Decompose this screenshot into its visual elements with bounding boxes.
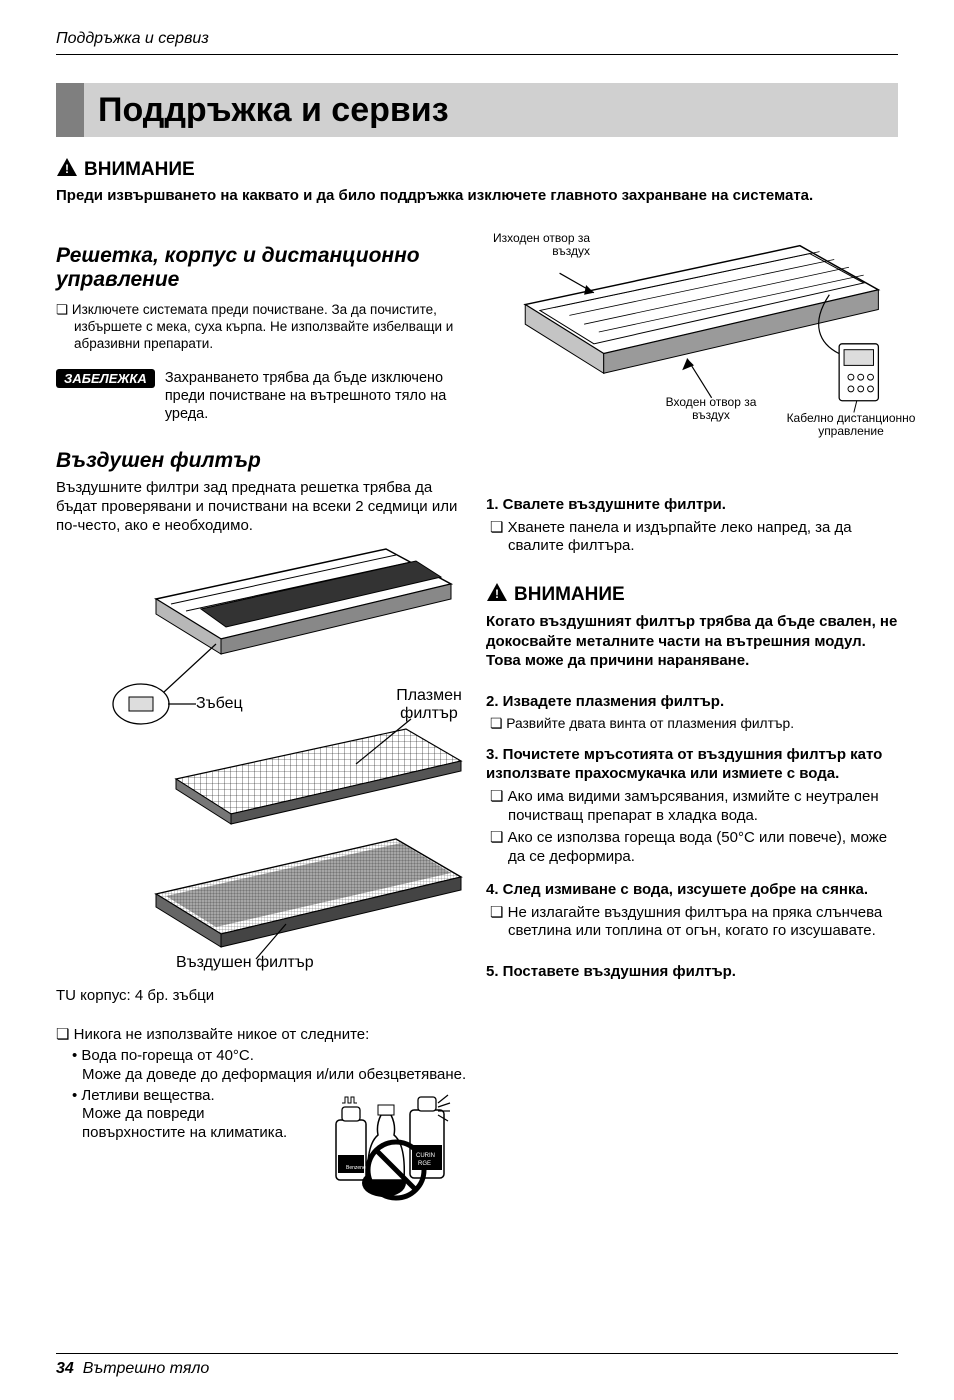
- filter-diagram: Зъбец Плазмен филтър Въздушен филтър: [96, 529, 476, 979]
- never-1b: Може да доведе до деформация и/или обезц…: [56, 1066, 468, 1085]
- svg-text:Benzene: Benzene: [346, 1165, 366, 1171]
- footer-text: Вътрешно тяло: [83, 1360, 210, 1377]
- warning-label-2: ВНИМАНИЕ: [514, 584, 625, 606]
- step-2-sub: Развийте двата винта от плазмения филтър…: [486, 715, 898, 732]
- warning-label: ВНИМАНИЕ: [84, 159, 195, 181]
- step-1-sub: Хванете панела и издърпайте леко напред,…: [486, 519, 898, 557]
- label-airfilter: Въздушен филтър: [176, 954, 314, 972]
- page-number: 34: [56, 1360, 74, 1377]
- step-4: 4. След измиване с вода, изсушете добре …: [486, 881, 898, 900]
- section-filter-title: Въздушен филтър: [56, 449, 468, 473]
- svg-text:RGE: RGE: [418, 1161, 431, 1167]
- page-footer: 34 Вътрешно тяло: [56, 1353, 898, 1378]
- chemicals-illustration: ER Benzene CURIN RGE: [318, 1085, 468, 1210]
- warning-body-2: Когато въздушният филтър трябва да бъде …: [486, 612, 898, 671]
- label-plasma: Плазмен филтър: [384, 687, 474, 722]
- section-title-bar: Поддръжка и сервиз: [56, 83, 898, 137]
- note-row: ЗАБЕЛЕЖКА Захранването трябва да бъде из…: [56, 369, 468, 423]
- filter-diagram-svg: [96, 529, 476, 979]
- step-1: 1. Свалете въздушните филтри.: [486, 496, 898, 515]
- never-2a: Летливи вещества.: [56, 1087, 308, 1106]
- right-warning: ! ВНИМАНИЕ Когато въздушният филтър тряб…: [486, 582, 898, 671]
- never-2b: Може да повреди повърхностите на климати…: [56, 1105, 308, 1143]
- step-3-sub1: Ако има видими замърсявания, измийте с н…: [486, 788, 898, 826]
- label-remote: Кабелно дистанционно управление: [786, 412, 916, 438]
- label-outlet: Изходен отвор за въздух: [480, 232, 590, 258]
- section-grille-title: Решетка, корпус и дистанционно управлени…: [56, 244, 468, 292]
- label-inlet: Входен отвор за въздух: [656, 396, 766, 422]
- note-text: Захранването трябва да бъде изключено пр…: [165, 369, 468, 423]
- note-badge: ЗАБЕЛЕЖКА: [56, 369, 155, 388]
- s2-intro: Въздушните филтри зад предната решетка т…: [56, 479, 468, 535]
- top-warning-header: ! ВНИМАНИЕ: [56, 157, 898, 183]
- warning-icon: !: [486, 582, 508, 608]
- unit-diagram: Изходен отвор за въздух Входен отвор за …: [486, 224, 898, 444]
- tu-caption: TU корпус: 4 бр. зъбци: [56, 987, 468, 1004]
- top-warning-text: Преди извършването на каквато и да било …: [56, 187, 898, 206]
- step-5: 5. Поставете въздушния филтър.: [486, 963, 898, 982]
- main-title: Поддръжка и сервиз: [98, 91, 449, 130]
- never-title: Никога не използвайте никое от следните:: [56, 1026, 468, 1045]
- step-4-sub: Не излагайте въздушния филтъра на пряка …: [486, 904, 898, 942]
- step-2: 2. Извадете плазмения филтър.: [486, 693, 898, 712]
- svg-text:ER: ER: [351, 1149, 360, 1155]
- label-tab: Зъбец: [196, 695, 243, 713]
- warning-icon: !: [56, 157, 78, 183]
- step-3-sub2: Ако се използва гореща вода (50°C или по…: [486, 829, 898, 867]
- svg-text:CURIN: CURIN: [416, 1153, 435, 1159]
- svg-text:!: !: [65, 162, 69, 176]
- s1-bullet: Изключете системата преди почистване. За…: [56, 302, 468, 353]
- header-rule: [56, 54, 898, 55]
- never-1a: Вода по-гореща от 40°C.: [56, 1047, 468, 1066]
- title-main-bg: Поддръжка и сервиз: [84, 83, 898, 137]
- running-head: Поддръжка и сервиз: [56, 30, 898, 48]
- title-accent: [56, 83, 84, 137]
- svg-text:!: !: [495, 587, 499, 601]
- step-3: 3. Почистете мръсотията от въздушния фил…: [486, 746, 898, 784]
